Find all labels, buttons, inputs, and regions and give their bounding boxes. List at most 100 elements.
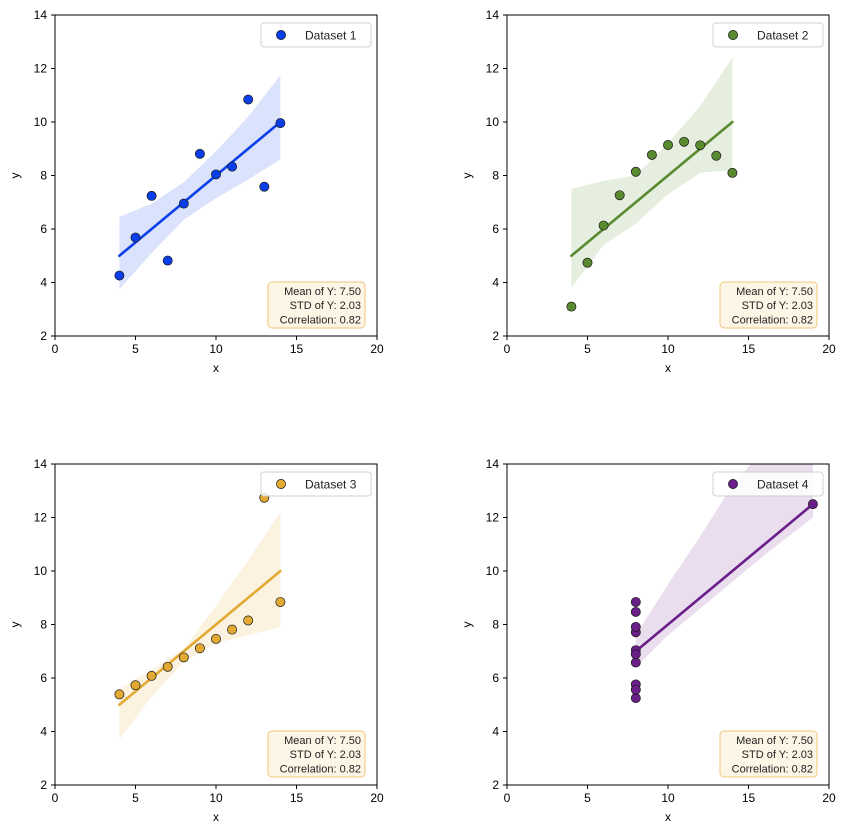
- data-point: [114, 689, 125, 700]
- stats-line: Mean of Y: 7.50: [284, 286, 361, 298]
- data-point: [695, 140, 706, 151]
- plot-area: [634, 464, 815, 668]
- data-point: [130, 680, 141, 691]
- data-point: [630, 597, 641, 607]
- data-point: [114, 270, 125, 281]
- x-tick-label: 0: [52, 342, 59, 356]
- chart-panel-3: 0 5 10 15 20 2 4 6 8 10 12 14 x y Dataset 3 Mean of Y: …: [8, 457, 384, 824]
- y-tick-label: 4: [40, 725, 47, 739]
- stats-line: Mean of Y: 7.50: [284, 735, 361, 747]
- data-point: [646, 149, 657, 160]
- data-point: [194, 148, 205, 159]
- legend-box: [260, 471, 372, 497]
- x-tick-label: 5: [132, 342, 139, 356]
- data-point: [178, 198, 189, 209]
- legend-label: Dataset 4: [757, 478, 809, 492]
- plot-area: [570, 57, 734, 288]
- data-point: [582, 257, 593, 268]
- x-tick-label: 10: [209, 342, 223, 356]
- x-tick-label: 20: [370, 791, 384, 805]
- y-tick-label: 14: [34, 457, 48, 471]
- stats-box: Mean of Y: 7.50 STD of Y: 2.03 Correlation…: [267, 730, 366, 778]
- legend-marker: [276, 479, 286, 489]
- y-tick-label: 14: [34, 8, 48, 22]
- data-point: [630, 649, 641, 660]
- chart-panel-1: 0 5 10 15 20 2 4 6 8 10 12 14 x y Dataset 1 Mean of Y: …: [8, 8, 384, 375]
- data-point: [162, 255, 173, 266]
- data-point: [178, 652, 189, 663]
- legend-label: Dataset 3: [305, 478, 357, 492]
- x-tick-label: 15: [742, 342, 756, 356]
- y-tick-label: 10: [34, 564, 48, 578]
- y-tick-label: 8: [40, 618, 47, 632]
- legend: Dataset 1: [260, 22, 372, 48]
- legend: Dataset 2: [712, 22, 824, 48]
- stats-line: Mean of Y: 7.50: [736, 735, 813, 747]
- legend-label: Dataset 2: [757, 29, 809, 43]
- legend-marker: [728, 30, 738, 40]
- data-points: [630, 499, 818, 704]
- data-point: [275, 118, 286, 129]
- data-point: [630, 621, 641, 632]
- legend: Dataset 3: [260, 471, 372, 497]
- data-point: [566, 301, 577, 312]
- data-point: [630, 657, 641, 668]
- regression-line: [118, 120, 282, 258]
- data-points: [566, 136, 738, 312]
- y-tick-label: 10: [486, 115, 500, 129]
- data-point: [711, 150, 722, 161]
- stats-box-frame: [267, 730, 366, 778]
- data-point: [130, 232, 141, 243]
- x-tick-label: 10: [661, 791, 675, 805]
- data-point: [211, 633, 221, 644]
- x-axis-label: x: [665, 810, 671, 824]
- stats-line: Correlation: 0.82: [280, 314, 361, 326]
- y-axis-label: y: [460, 173, 474, 179]
- x-axis-label: x: [665, 361, 671, 375]
- y-tick-label: 12: [486, 511, 500, 525]
- data-points: [114, 492, 286, 700]
- stats-line: STD of Y: 2.03: [290, 749, 361, 761]
- y-tick-label: 4: [492, 276, 499, 290]
- y-tick-label: 2: [40, 329, 47, 343]
- data-point: [259, 181, 270, 192]
- y-tick-label: 12: [34, 511, 48, 525]
- stats-line: Correlation: 0.82: [732, 314, 813, 326]
- y-tick-label: 2: [492, 778, 499, 792]
- stats-line: STD of Y: 2.03: [742, 300, 813, 312]
- stats-box: Mean of Y: 7.50 STD of Y: 2.03 Correlation…: [719, 281, 818, 329]
- data-point: [630, 684, 641, 695]
- stats-box-frame: [719, 281, 818, 329]
- plot-area: [118, 512, 282, 740]
- y-tick-label: 10: [486, 564, 500, 578]
- x-tick-label: 5: [584, 342, 591, 356]
- y-tick-label: 6: [492, 671, 499, 685]
- data-point: [227, 624, 238, 635]
- y-tick-label: 14: [486, 8, 500, 22]
- legend-box: [712, 22, 824, 48]
- y-tick-label: 4: [40, 276, 47, 290]
- stats-line: Mean of Y: 7.50: [736, 286, 813, 298]
- y-tick-label: 6: [492, 222, 499, 236]
- stats-line: STD of Y: 2.03: [742, 749, 813, 761]
- legend-marker: [276, 30, 286, 40]
- y-tick-label: 8: [492, 169, 499, 183]
- x-axis-label: x: [213, 810, 219, 824]
- data-point: [679, 136, 690, 147]
- data-point: [194, 643, 205, 654]
- regression-line: [634, 502, 815, 653]
- confidence-band: [119, 75, 281, 290]
- y-axis-label: y: [460, 622, 474, 628]
- stats-box: Mean of Y: 7.50 STD of Y: 2.03 Correlation…: [267, 281, 366, 329]
- data-point: [630, 166, 641, 177]
- x-tick-label: 15: [290, 342, 304, 356]
- y-tick-label: 6: [40, 671, 47, 685]
- legend-label: Dataset 1: [305, 29, 357, 43]
- y-axis-label: y: [8, 622, 22, 628]
- y-tick-label: 14: [486, 457, 500, 471]
- legend: Dataset 4: [712, 471, 824, 497]
- confidence-band: [571, 57, 733, 288]
- x-tick-label: 15: [742, 791, 756, 805]
- y-tick-label: 10: [34, 115, 48, 129]
